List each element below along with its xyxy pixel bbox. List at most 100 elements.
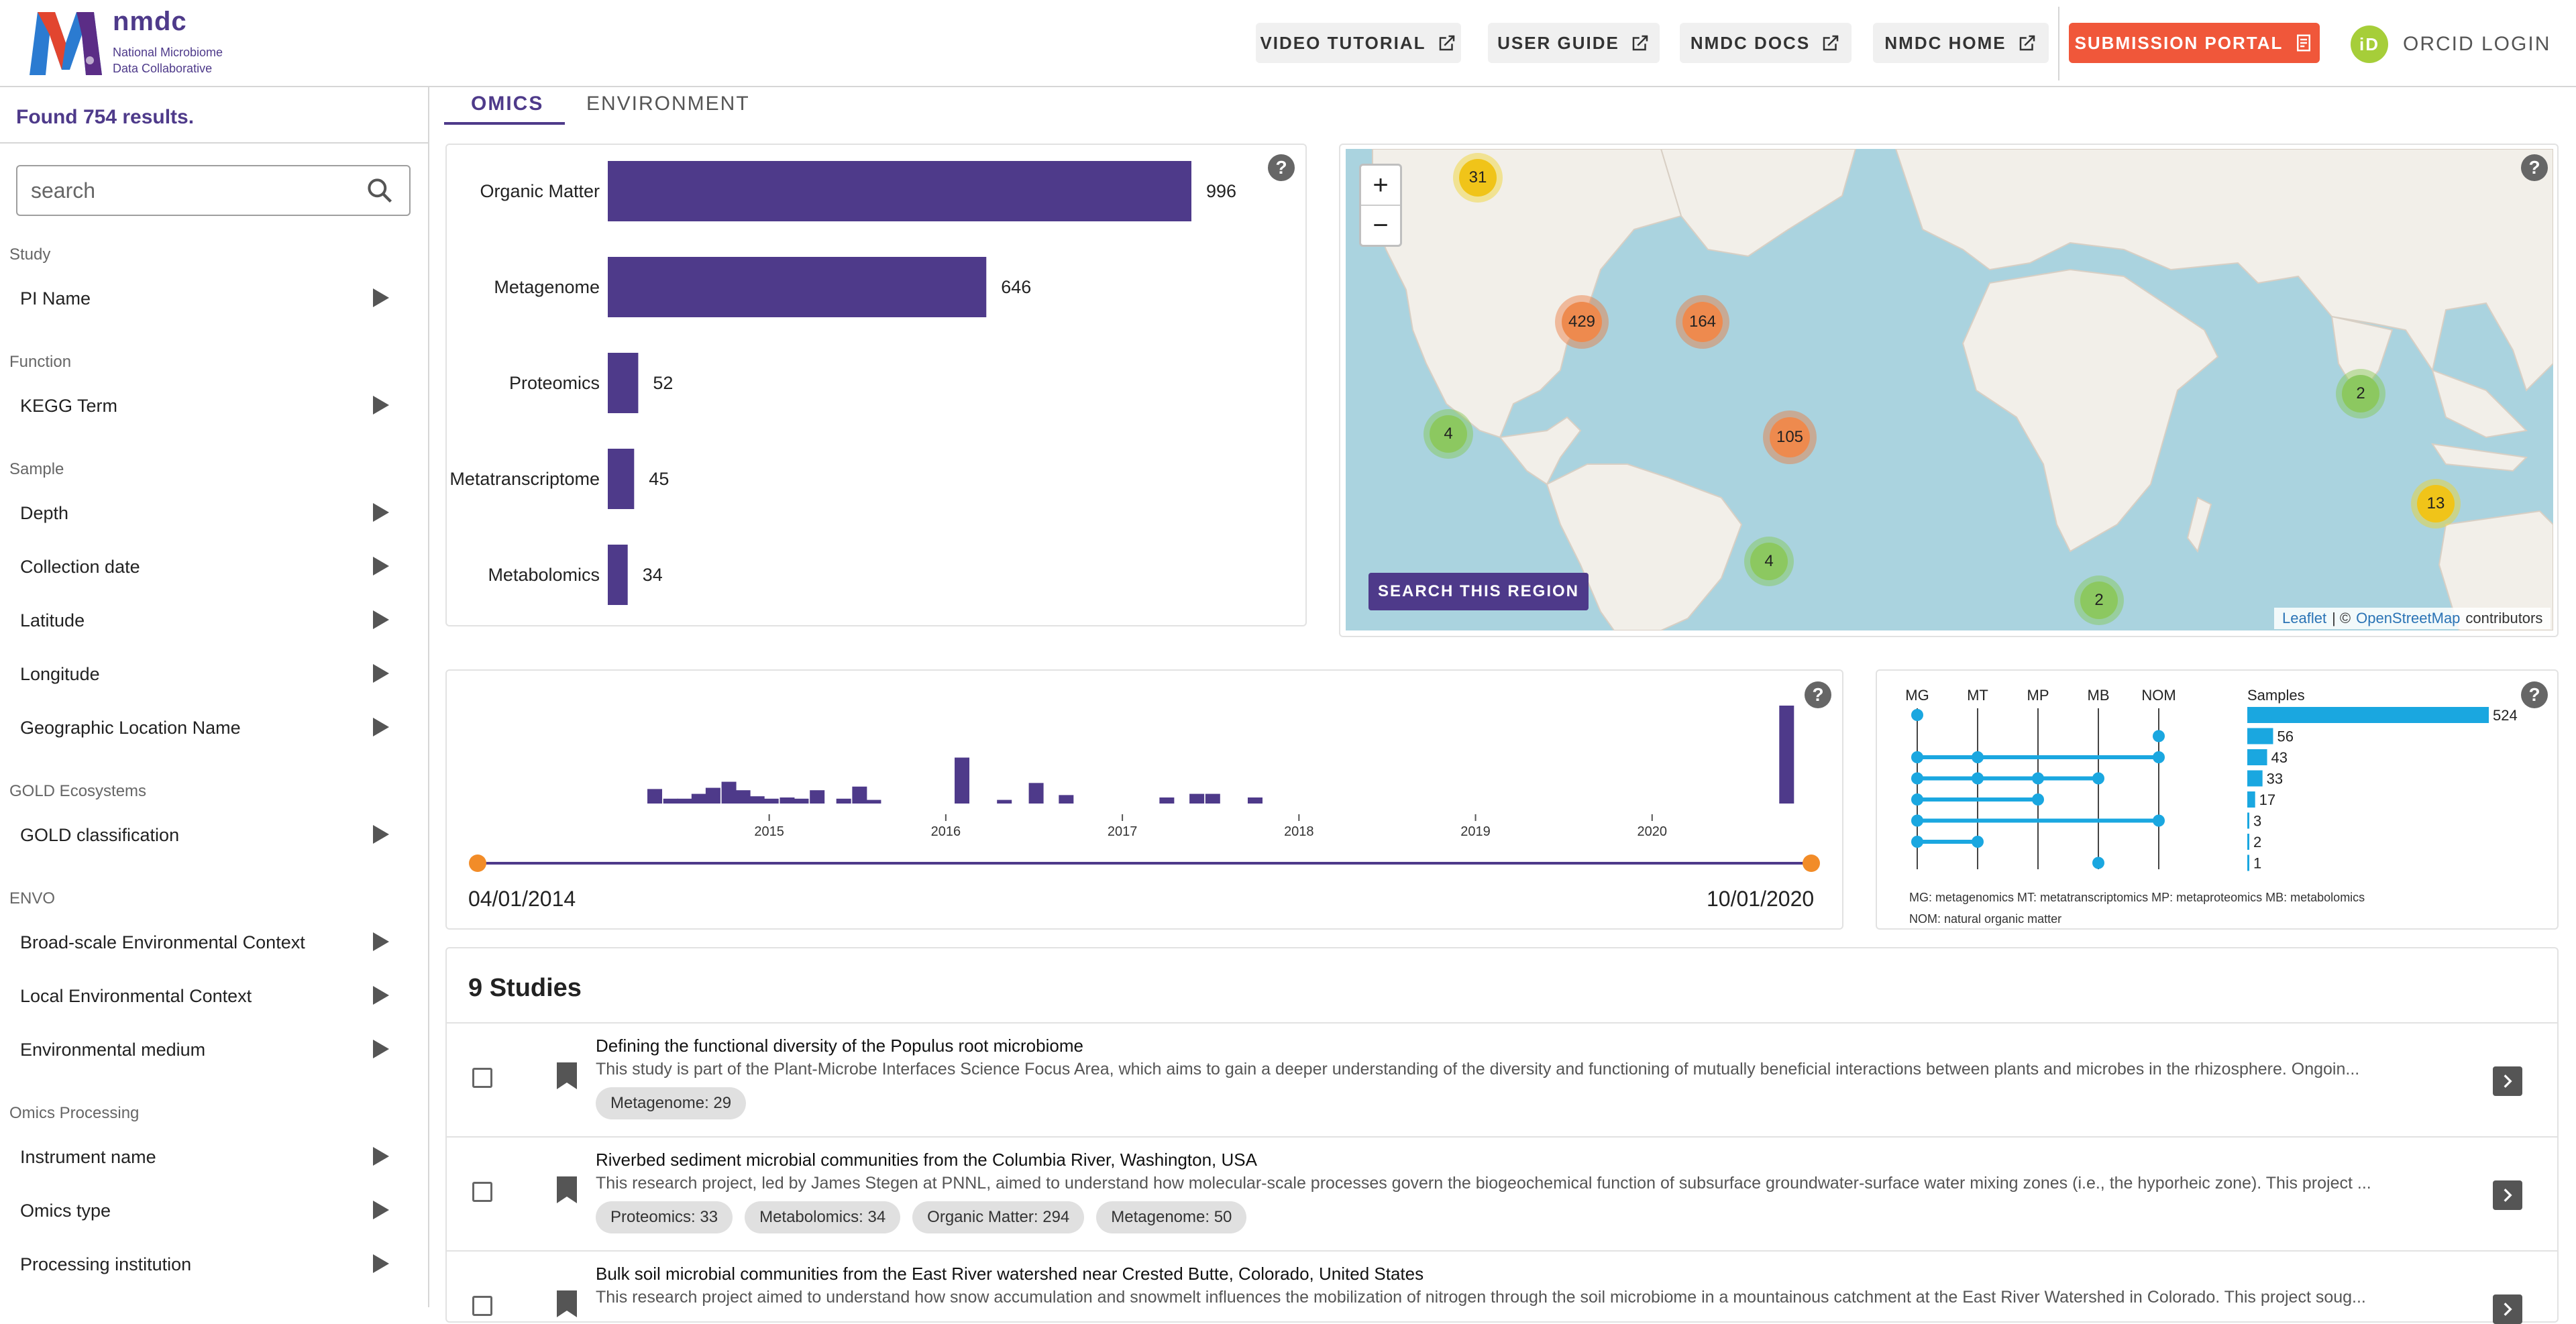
facet-gold-classification[interactable]: GOLD classification: [20, 825, 180, 845]
expand-arrow-icon[interactable]: [373, 288, 389, 307]
submission-portal-button[interactable]: SUBMISSION PORTAL: [2069, 23, 2320, 63]
histogram-bar[interactable]: [810, 790, 825, 804]
histogram-bar[interactable]: [749, 796, 765, 804]
histogram-bar[interactable]: [663, 798, 678, 804]
map-cluster-marker[interactable]: 31: [1453, 153, 1503, 203]
search-input[interactable]: [16, 165, 411, 216]
map-cluster-marker[interactable]: 2: [2074, 575, 2124, 625]
expand-arrow-icon[interactable]: [373, 1201, 389, 1219]
histogram-bar[interactable]: [1189, 793, 1205, 804]
intersection-bar[interactable]: [2247, 812, 2249, 829]
open-study-chevron-icon[interactable]: [2493, 1180, 2522, 1210]
expand-arrow-icon[interactable]: [373, 557, 389, 575]
facet-instrument-name[interactable]: Instrument name: [20, 1147, 156, 1167]
facet-broad-scale-environmental-context[interactable]: Broad-scale Environmental Context: [20, 932, 305, 952]
data-type-bar[interactable]: [608, 353, 639, 413]
map-cluster-marker[interactable]: 4: [1424, 409, 1473, 459]
facet-latitude[interactable]: Latitude: [20, 610, 85, 630]
map-cluster-marker[interactable]: 429: [1555, 295, 1609, 349]
nmdc-docs-button[interactable]: NMDC DOCS: [1680, 23, 1851, 63]
range-end-handle[interactable]: [1803, 854, 1820, 872]
study-checkbox[interactable]: [472, 1182, 492, 1202]
facet-geographic-location-name[interactable]: Geographic Location Name: [20, 718, 241, 738]
histogram-bar[interactable]: [1205, 793, 1220, 804]
facet-processing-institution[interactable]: Processing institution: [20, 1254, 192, 1274]
orcid-login-button[interactable]: iD ORCID LOGIN: [2351, 24, 2551, 64]
range-start-handle[interactable]: [469, 854, 486, 872]
user-guide-button[interactable]: USER GUIDE: [1488, 23, 1660, 63]
facet-environmental-medium[interactable]: Environmental medium: [20, 1040, 206, 1060]
histogram-bar[interactable]: [763, 798, 779, 804]
bookmark-icon[interactable]: [557, 1176, 577, 1203]
intersection-bar[interactable]: [2247, 749, 2267, 765]
map-cluster-marker[interactable]: 164: [1676, 295, 1729, 349]
data-type-bar[interactable]: [608, 161, 1191, 221]
facet-kegg-term[interactable]: KEGG Term: [20, 396, 118, 416]
histogram-bar[interactable]: [1159, 797, 1175, 804]
intersection-bar[interactable]: [2247, 707, 2489, 723]
omics-count-chip[interactable]: Metagenome: 50: [1096, 1201, 1247, 1233]
omics-count-chip[interactable]: Proteomics: 33: [596, 1201, 733, 1233]
zoom-out-button[interactable]: −: [1373, 210, 1389, 240]
histogram-bar[interactable]: [705, 787, 720, 804]
map-cluster-marker[interactable]: 4: [1744, 537, 1794, 586]
expand-arrow-icon[interactable]: [373, 396, 389, 415]
histogram-bar[interactable]: [794, 798, 809, 804]
histogram-bar[interactable]: [997, 799, 1012, 804]
expand-arrow-icon[interactable]: [373, 932, 389, 951]
histogram-bar[interactable]: [1059, 795, 1074, 804]
study-title[interactable]: Bulk soil microbial communities from the…: [596, 1264, 1424, 1284]
study-title[interactable]: Defining the functional diversity of the…: [596, 1036, 1083, 1056]
nmdc-home-button[interactable]: NMDC HOME: [1873, 23, 2049, 63]
nmdc-logo-icon[interactable]: [25, 8, 106, 79]
expand-arrow-icon[interactable]: [373, 718, 389, 736]
facet-omics-type[interactable]: Omics type: [20, 1201, 111, 1221]
logo-wordmark[interactable]: nmdc: [113, 7, 187, 36]
video-tutorial-button[interactable]: VIDEO TUTORIAL: [1256, 23, 1461, 63]
histogram-bar[interactable]: [955, 757, 970, 804]
data-type-bar[interactable]: [608, 545, 628, 605]
facet-pi-name[interactable]: PI Name: [20, 288, 91, 309]
histogram-bar[interactable]: [691, 793, 706, 804]
histogram-bar[interactable]: [1028, 783, 1044, 804]
leaflet-link[interactable]: Leaflet: [2282, 610, 2327, 626]
expand-arrow-icon[interactable]: [373, 1254, 389, 1273]
histogram-bar[interactable]: [677, 798, 692, 804]
expand-arrow-icon[interactable]: [373, 986, 389, 1005]
omics-count-chip[interactable]: Organic Matter: 294: [912, 1201, 1085, 1233]
histogram-bar[interactable]: [1247, 797, 1263, 804]
histogram-bar[interactable]: [735, 790, 751, 804]
openstreetmap-link[interactable]: OpenStreetMap: [2356, 610, 2461, 626]
help-icon[interactable]: ?: [1805, 681, 1831, 708]
intersection-bar[interactable]: [2247, 770, 2263, 787]
tab-environment[interactable]: ENVIRONMENT: [586, 93, 750, 115]
expand-arrow-icon[interactable]: [373, 1040, 389, 1058]
intersection-bar[interactable]: [2247, 728, 2273, 744]
histogram-bar[interactable]: [780, 797, 795, 804]
facet-depth[interactable]: Depth: [20, 503, 69, 523]
bookmark-icon[interactable]: [557, 1290, 577, 1317]
histogram-bar[interactable]: [1779, 706, 1794, 804]
map-cluster-marker[interactable]: 105: [1763, 410, 1817, 464]
open-study-chevron-icon[interactable]: [2493, 1066, 2522, 1096]
expand-arrow-icon[interactable]: [373, 503, 389, 522]
data-type-bar[interactable]: [608, 257, 987, 317]
facet-collection-date[interactable]: Collection date: [20, 557, 140, 577]
data-type-bar[interactable]: [608, 449, 635, 509]
intersection-bar[interactable]: [2247, 791, 2255, 808]
histogram-bar[interactable]: [836, 798, 851, 804]
facet-local-environmental-context[interactable]: Local Environmental Context: [20, 986, 252, 1006]
facet-longitude[interactable]: Longitude: [20, 664, 100, 684]
map-cluster-marker[interactable]: 2: [2336, 369, 2385, 419]
open-study-chevron-icon[interactable]: [2493, 1294, 2522, 1324]
expand-arrow-icon[interactable]: [373, 610, 389, 629]
intersection-bar[interactable]: [2247, 854, 2249, 871]
expand-arrow-icon[interactable]: [373, 664, 389, 683]
intersection-bar[interactable]: [2247, 834, 2249, 850]
histogram-bar[interactable]: [852, 786, 867, 804]
histogram-bar[interactable]: [721, 781, 737, 804]
search-icon[interactable]: [365, 176, 394, 205]
help-icon[interactable]: ?: [2521, 154, 2548, 181]
expand-arrow-icon[interactable]: [373, 1147, 389, 1166]
tab-omics[interactable]: OMICS: [471, 93, 544, 115]
